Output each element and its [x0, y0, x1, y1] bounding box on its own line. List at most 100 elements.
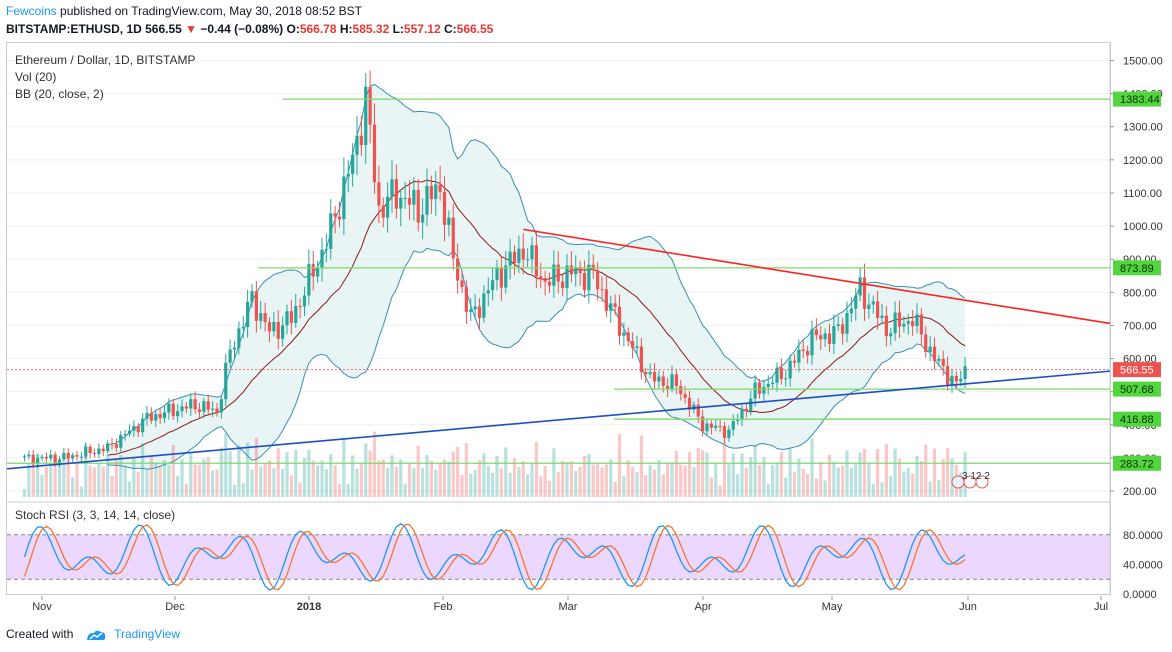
author-link[interactable]: Fewcoins	[6, 4, 57, 18]
volume-bar	[582, 456, 587, 497]
volume-bar	[202, 459, 206, 497]
volume-bar	[92, 467, 97, 497]
volume-bar	[473, 469, 477, 497]
volume-bar	[766, 483, 770, 497]
volume-bar	[596, 462, 600, 497]
volume-bar	[683, 465, 687, 497]
candle-body	[521, 248, 525, 260]
volume-bar	[915, 455, 919, 497]
volume-bar	[893, 448, 897, 497]
volume-bar	[399, 459, 403, 497]
candle-body	[259, 313, 263, 321]
volume-bar	[36, 453, 40, 497]
candle-body	[298, 306, 302, 308]
candle-body	[337, 216, 342, 220]
candle-body	[22, 456, 27, 458]
volume-bar	[727, 464, 731, 497]
candle-body	[355, 135, 359, 155]
volume-bar	[512, 458, 517, 497]
candle-body	[114, 444, 118, 448]
volume-bar	[381, 459, 385, 497]
candle-body	[582, 273, 587, 291]
candle-body	[639, 346, 643, 373]
candle-body	[674, 374, 678, 386]
volume-bar	[263, 464, 267, 497]
uptrend-line	[6, 370, 1111, 470]
volume-bar	[232, 484, 237, 497]
created-with-label: Created with	[6, 627, 74, 641]
candle-body	[57, 459, 62, 463]
candle-body	[171, 403, 175, 417]
candle-body	[477, 306, 482, 318]
time-tick-label: May	[822, 601, 843, 613]
volume-bar	[460, 475, 464, 497]
volume-bar	[679, 464, 683, 497]
candle-body	[841, 324, 845, 334]
tradingview-logo-icon	[85, 629, 107, 641]
volume-bar	[359, 464, 363, 497]
volume-bar	[749, 457, 753, 497]
candle-body	[871, 301, 875, 305]
volume-bar	[254, 437, 258, 497]
volume-bar	[574, 470, 578, 497]
volume-bar	[224, 432, 228, 497]
candle-body	[906, 321, 910, 324]
candle-body	[246, 301, 250, 327]
volume-bar	[670, 462, 674, 497]
candle-body	[27, 454, 31, 457]
volume-bar	[552, 448, 556, 497]
candle-body	[858, 277, 862, 296]
candle-body	[543, 279, 547, 282]
candle-body	[880, 315, 884, 318]
stoch-rsi-d-line	[23, 523, 966, 591]
candle-body	[889, 333, 893, 337]
volume-bar	[403, 483, 407, 497]
candle-body	[539, 276, 543, 280]
candle-body	[302, 295, 307, 307]
volume-bar	[289, 475, 293, 497]
volume-bar	[617, 433, 622, 497]
volume-bar	[880, 482, 884, 497]
candle-body	[937, 358, 941, 361]
level-price-tag	[1113, 260, 1161, 276]
volume-bar	[508, 472, 512, 497]
volume-bar	[740, 453, 744, 497]
price-tick-label: 1000.00	[1123, 221, 1163, 233]
volume-bar	[845, 450, 849, 497]
volume-bar	[762, 456, 766, 497]
candle-body	[574, 267, 578, 275]
candle-body	[596, 270, 600, 290]
volume-bar	[867, 462, 871, 497]
candle-body	[320, 249, 324, 268]
candle-body	[701, 416, 705, 432]
volume-bar	[919, 461, 923, 497]
candle-body	[622, 332, 626, 336]
events-badge[interactable]: 3 12 2	[962, 471, 990, 482]
price-tick-label: 200.00	[1123, 486, 1157, 498]
volume-bar	[250, 469, 254, 497]
volume-bar	[661, 474, 665, 497]
time-tick-label: Jun	[959, 601, 977, 613]
volume-bar	[412, 467, 416, 497]
last-price-label: 566.55	[1120, 365, 1154, 377]
volume-bar	[526, 474, 530, 497]
tradingview-link[interactable]: TradingView	[114, 627, 181, 641]
last-price: 566.55	[145, 22, 182, 36]
volume-bar	[324, 469, 328, 497]
volume-bar	[814, 478, 818, 497]
volume-bar	[307, 449, 311, 497]
volume-bar	[504, 447, 508, 497]
candle-body	[499, 267, 503, 288]
volume-bar	[753, 445, 757, 497]
candle-body	[845, 313, 849, 334]
candle-body	[832, 326, 836, 344]
level-price-label: 1383.44	[1120, 94, 1160, 106]
candle-body	[932, 346, 937, 361]
candle-body	[749, 398, 753, 412]
candle-body	[836, 324, 840, 327]
candle-body	[442, 191, 447, 225]
volume-bar	[871, 484, 875, 497]
candle-body	[613, 303, 617, 307]
volume-bar	[911, 473, 915, 497]
